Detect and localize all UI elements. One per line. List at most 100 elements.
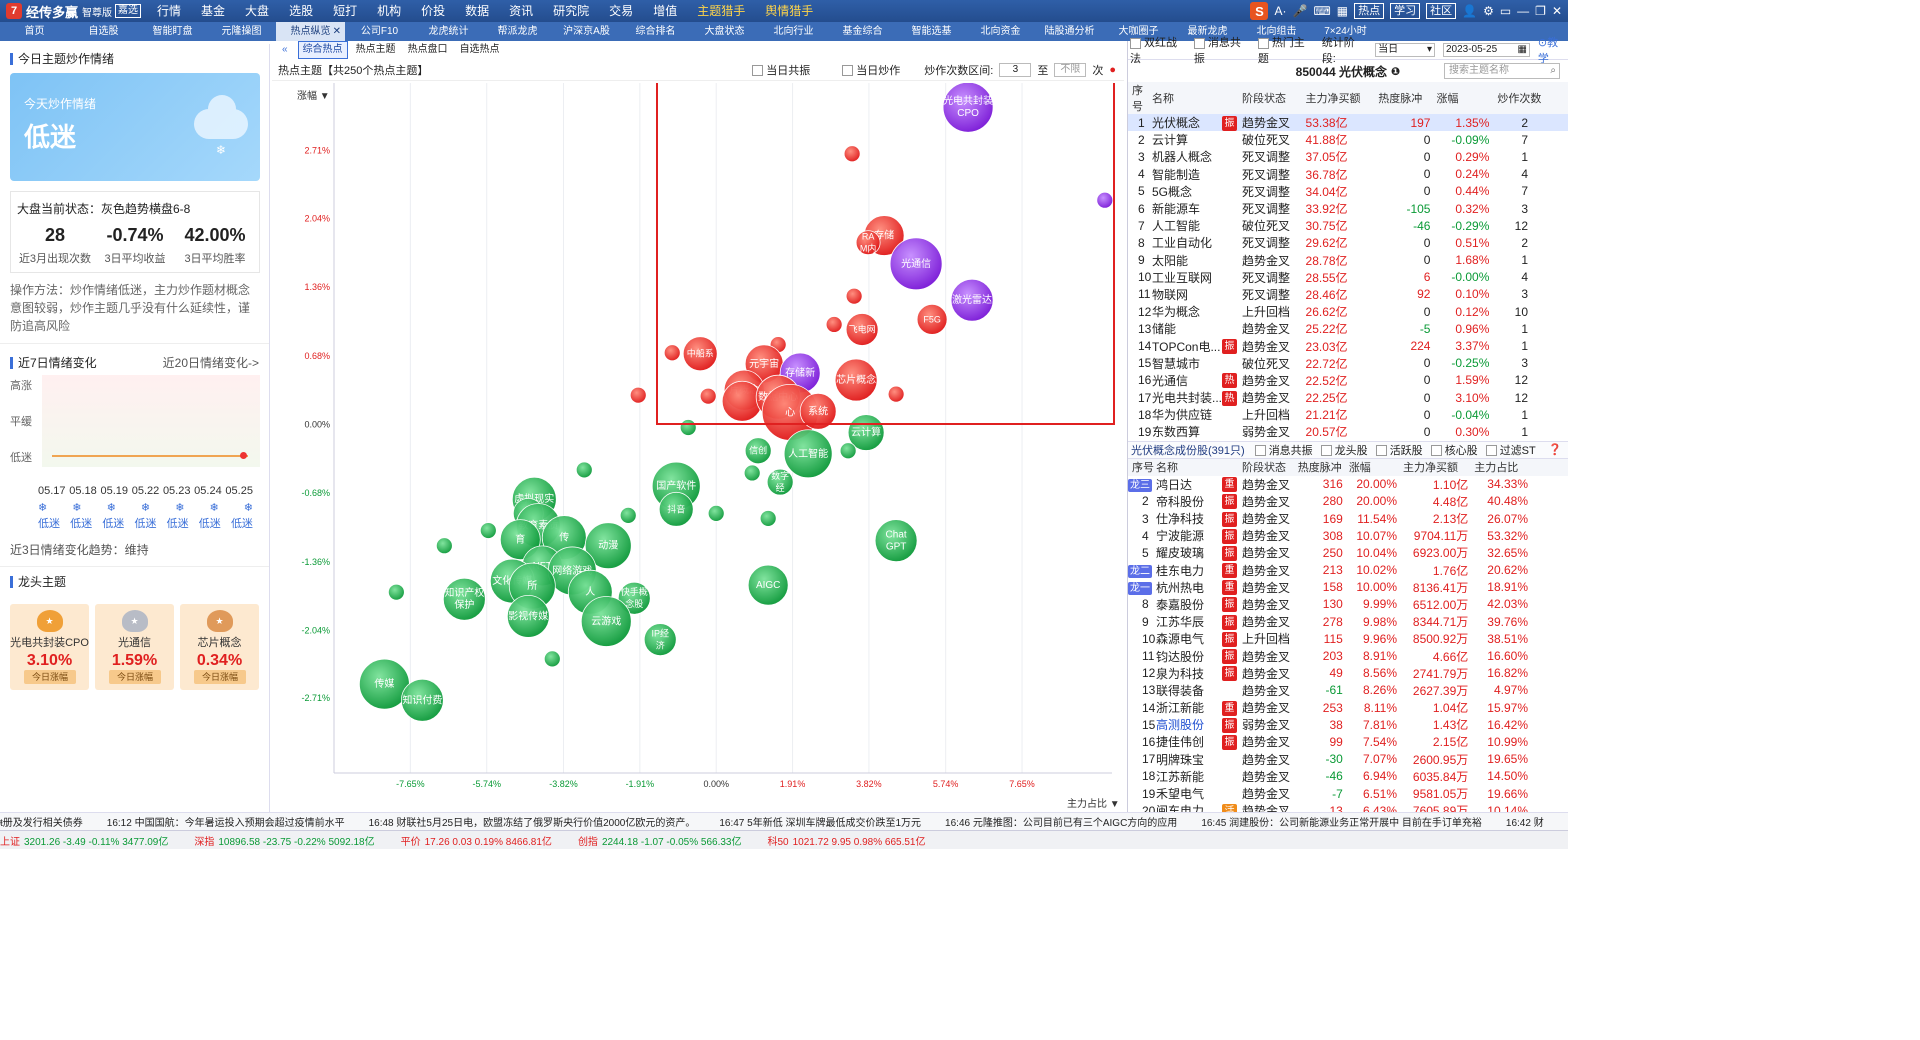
stock-col-2[interactable] (1222, 458, 1242, 476)
theme-row[interactable]: 13 储能 趋势金叉 25.22亿 -5 0.96% 1 (1128, 320, 1568, 337)
opt-hype[interactable]: 当日炒作 (842, 62, 900, 78)
bubble-7[interactable] (916, 303, 948, 335)
theme-row[interactable]: 6 新能源车 死叉调整 33.92亿 -105 0.32% 3 (1128, 200, 1568, 217)
bubble-9[interactable] (845, 313, 879, 346)
index-0[interactable]: 上证 3201.26 -3.49 -0.11% 3477.09亿 (0, 833, 168, 848)
bubble-21[interactable] (799, 392, 837, 430)
settings-icon[interactable]: ⚙ (1483, 4, 1494, 18)
tab-19[interactable]: 7×24小时 (1311, 22, 1380, 41)
menu-item-4[interactable]: 短打 (333, 4, 358, 18)
theme-row[interactable]: 2 云计算 破位死叉 41.88亿 0 -0.09% 7 (1128, 131, 1568, 148)
menu-item-11[interactable]: 增值 (653, 4, 678, 18)
tab-5[interactable]: 公司F10 (345, 22, 414, 41)
help-link[interactable]: ⊙教学 (1538, 34, 1568, 66)
stock-row[interactable]: 5 耀皮玻璃 振趋势金叉 250 10.04% 6923.00万 32.65% (1128, 544, 1568, 561)
stock-col-7[interactable]: 主力占比 (1474, 458, 1568, 476)
bubble-2[interactable] (1096, 191, 1114, 209)
bubble-61[interactable] (400, 678, 444, 722)
tab-0[interactable]: 首页 (0, 22, 69, 41)
news-item[interactable]: 16:48 财联社5月25日电，欧盟冻结了俄罗斯央行价值2000亿欧元的资产。 (368, 818, 696, 829)
theme-row[interactable]: 5 5G概念 死叉调整 34.04亿 0 0.44% 7 (1128, 183, 1568, 200)
bubble-1[interactable] (843, 145, 861, 163)
theme-col-1[interactable]: 名称 (1152, 82, 1223, 114)
tab-6[interactable]: 龙虎统计 (414, 22, 483, 41)
tab-10[interactable]: 大盘状态 (690, 22, 759, 41)
info-icon[interactable]: ❶ (1391, 65, 1401, 78)
stock-opt-2[interactable]: 活跃股 (1375, 442, 1423, 458)
theme-row[interactable]: 19 东数西算 弱势金叉 20.57亿 0 0.30% 1 (1128, 423, 1568, 440)
bubble-34[interactable] (707, 504, 725, 522)
lock-icon[interactable]: ▭ (1499, 4, 1512, 18)
subtab-1[interactable]: 热点主题 (355, 44, 396, 55)
bubble-49[interactable] (506, 595, 550, 638)
bubble-56[interactable] (479, 522, 497, 539)
stock-row[interactable]: 龙三 鸿日达 重趋势金叉 316 20.00% 1.10亿 34.33% (1128, 476, 1568, 493)
menu-item-2[interactable]: 大盘 (245, 4, 270, 18)
subtab-0[interactable]: 综合热点 (297, 41, 348, 59)
bubble-30[interactable] (743, 464, 761, 482)
news-item[interactable]: ŧ册及发行相关债券 (0, 818, 83, 829)
bubble-24[interactable] (629, 386, 647, 404)
bubble-55[interactable] (575, 461, 593, 479)
menu-item-5[interactable]: 机构 (377, 4, 402, 18)
restore-icon[interactable]: ❐ (1535, 4, 1546, 18)
news-item[interactable]: 16:45 润建股份：公司新能源业务正常开展中 目前在手订单充裕 (1201, 818, 1482, 829)
stock-opt-4[interactable]: 过滤ST (1485, 442, 1536, 458)
menu-item-8[interactable]: 资讯 (509, 4, 534, 18)
theme-row[interactable]: 11 物联网 死叉调整 28.46亿 92 0.10% 3 (1128, 286, 1568, 303)
period-select[interactable]: 当日 ▾ (1375, 43, 1435, 57)
opt-double-red[interactable]: 双红战法 (1130, 34, 1186, 66)
stock-opt-0[interactable]: 消息共振 (1254, 442, 1313, 458)
study-button[interactable]: 学习 (1390, 3, 1421, 19)
grid-icon[interactable]: ▦ (1336, 4, 1349, 18)
stock-row[interactable]: 12 泉为科技 振趋势金叉 49 8.56% 2741.79万 16.82% (1128, 665, 1568, 682)
stock-opt-3[interactable]: 核心股 (1430, 442, 1478, 458)
bubble-29[interactable] (679, 419, 697, 436)
community-button[interactable]: 社区 (1426, 3, 1457, 19)
bubble-28[interactable] (839, 442, 857, 460)
font-icon[interactable]: A· (1274, 4, 1287, 18)
theme-row[interactable]: 4 智能制造 死叉调整 36.78亿 0 0.24% 4 (1128, 166, 1568, 183)
theme-col-7[interactable]: 炒作次数 (1497, 82, 1568, 114)
bubble-23[interactable] (699, 387, 717, 405)
tab-2[interactable]: 智能盯盘 (138, 22, 207, 41)
stock-row[interactable]: 17 明牌珠宝 趋势金叉 -30 7.07% 2600.95万 19.65% (1128, 751, 1568, 768)
theme-row[interactable]: 10 工业互联网 死叉调整 28.55亿 6 -0.00% 4 (1128, 269, 1568, 286)
theme-row[interactable]: 16 光通信 热趋势金叉 22.52亿 0 1.59% 12 (1128, 372, 1568, 389)
stock-row[interactable]: 4 宁波能源 振趋势金叉 308 10.07% 9704.11万 53.32% (1128, 527, 1568, 544)
tab-18[interactable]: 北向组击 (1242, 22, 1311, 41)
bubble-12[interactable] (682, 336, 718, 372)
menu-item-7[interactable]: 数据 (465, 4, 490, 18)
stock-row[interactable]: 龙二 桂东电力 重趋势金叉 213 10.02% 1.76亿 20.62% (1128, 562, 1568, 579)
bubble-59[interactable] (543, 650, 561, 668)
stock-row[interactable]: 16 捷佳伟创 振趋势金叉 99 7.54% 2.15亿 10.99% (1128, 733, 1568, 750)
stock-col-0[interactable]: 序号 (1128, 458, 1156, 476)
tab-7[interactable]: 帮派龙虎 (483, 22, 552, 41)
bubble-52[interactable] (747, 564, 789, 606)
range-from-input[interactable]: 3 (999, 62, 1032, 77)
theme-col-5[interactable]: 热度脉冲 (1378, 82, 1437, 114)
theme-search-input[interactable]: 搜索主题名称 ⌕ (1444, 63, 1560, 79)
collapse-arrow-icon[interactable]: « (282, 44, 288, 55)
minimize-icon[interactable]: — (1517, 4, 1530, 18)
stock-row[interactable]: 18 江苏新能 趋势金叉 -46 6.94% 6035.84万 14.50% (1128, 768, 1568, 785)
leader-button[interactable]: 今日涨幅 (194, 670, 246, 684)
bubble-48[interactable] (442, 577, 486, 621)
bubble-6[interactable] (950, 278, 994, 322)
theme-col-0[interactable]: 序号 (1128, 82, 1152, 114)
news-item[interactable]: 16:42 财 (1505, 818, 1544, 829)
tab-15[interactable]: 陆股通分析 (1035, 22, 1104, 41)
help-icon[interactable]: ❓ (1548, 444, 1562, 457)
theme-row[interactable]: 3 机器人概念 死叉调整 37.05亿 0 0.29% 1 (1128, 148, 1568, 165)
hot-button[interactable]: 热点 (1354, 3, 1385, 19)
index-3[interactable]: 创指 2244.18 -1.07 -0.05% 566.33亿 (578, 833, 742, 848)
bubble-35[interactable] (759, 510, 777, 527)
bubble-22[interactable] (887, 385, 905, 403)
stock-row[interactable]: 龙一 杭州热电 重趋势金叉 158 10.00% 8136.41万 18.91% (1128, 579, 1568, 596)
tab-4[interactable]: 热点纵览 ✕ (276, 22, 345, 41)
theme-col-4[interactable]: 主力净买额 (1305, 82, 1379, 114)
theme-row[interactable]: 17 光电共封装... 热趋势金叉 22.25亿 0 3.10% 12 (1128, 389, 1568, 406)
tab-1[interactable]: 自选股 (69, 22, 138, 41)
tab-12[interactable]: 基金综合 (828, 22, 897, 41)
bubble-58[interactable] (387, 583, 405, 601)
